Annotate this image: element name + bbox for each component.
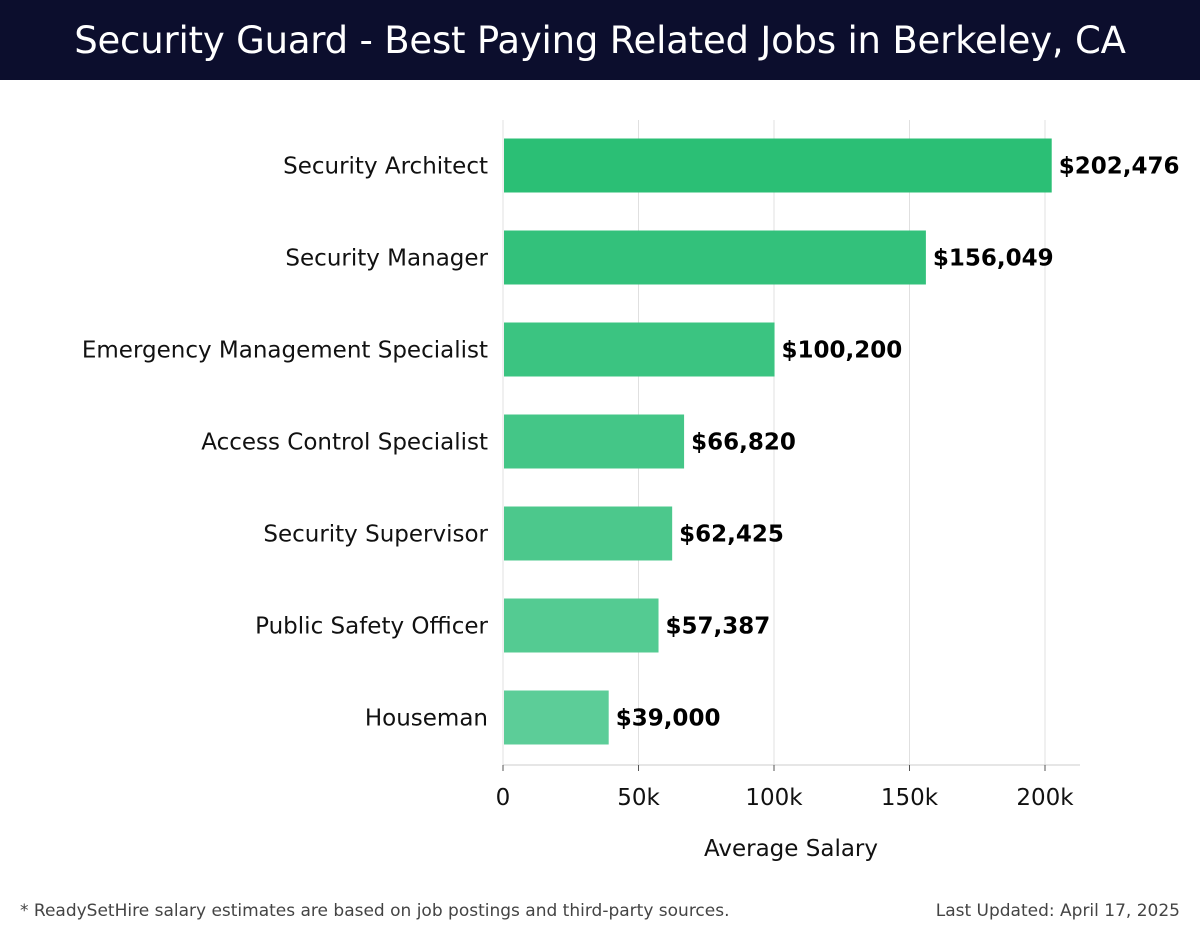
category-label: Houseman xyxy=(365,706,488,732)
bar xyxy=(504,230,926,285)
x-axis-title: Average Salary xyxy=(704,836,878,862)
category-label: Security Manager xyxy=(285,246,488,272)
value-label: $66,820 xyxy=(691,430,796,456)
category-label: Emergency Management Specialist xyxy=(82,338,488,364)
x-tick-label: 200k xyxy=(1016,785,1074,811)
value-label: $156,049 xyxy=(933,246,1054,272)
footnote: * ReadySetHire salary estimates are base… xyxy=(20,901,730,921)
last-updated: Last Updated: April 17, 2025 xyxy=(935,901,1180,921)
bar xyxy=(504,506,673,561)
category-label: Security Architect xyxy=(283,154,488,180)
x-tick-label: 100k xyxy=(745,785,803,811)
category-label: Public Safety Officer xyxy=(255,614,488,640)
bar xyxy=(504,598,659,653)
bar xyxy=(504,414,685,469)
x-tick-label: 0 xyxy=(496,785,511,811)
x-tick-label: 50k xyxy=(617,785,660,811)
page-title: Security Guard - Best Paying Related Job… xyxy=(74,18,1126,62)
bar xyxy=(504,138,1052,193)
x-tick-label: 150k xyxy=(881,785,939,811)
category-label: Access Control Specialist xyxy=(201,430,488,456)
value-label: $39,000 xyxy=(616,706,721,732)
value-label: $100,200 xyxy=(782,338,903,364)
value-label: $57,387 xyxy=(666,614,771,640)
bar xyxy=(504,322,775,377)
title-bar: Security Guard - Best Paying Related Job… xyxy=(0,0,1200,80)
category-label: Security Supervisor xyxy=(263,522,488,548)
value-label: $62,425 xyxy=(679,522,784,548)
bar xyxy=(504,690,609,745)
value-label: $202,476 xyxy=(1059,154,1180,180)
